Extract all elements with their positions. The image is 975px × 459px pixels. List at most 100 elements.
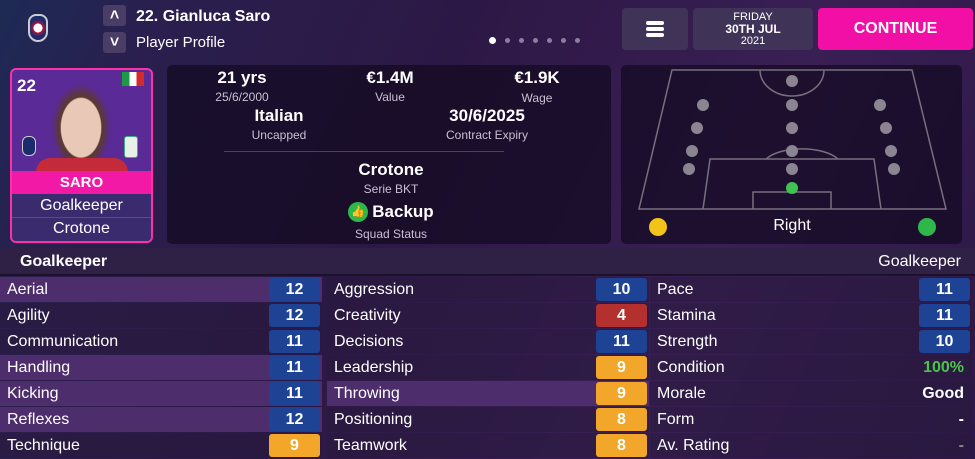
player-info-panel: 21 yrs 25/6/2000 €1.4M Value €1.9K Wage … — [167, 65, 611, 244]
position-dot — [786, 145, 798, 157]
attribute-name: Positioning — [334, 410, 413, 428]
divider — [224, 151, 504, 152]
six-yard-box — [752, 191, 832, 209]
page-dot[interactable] — [519, 38, 524, 43]
attribute-name: Kicking — [7, 384, 59, 402]
attribute-name: Stamina — [657, 306, 716, 324]
league-name: Serie BKT — [363, 182, 419, 196]
attribute-value: 4 — [596, 304, 647, 327]
wage: €1.9K — [514, 68, 560, 87]
italy-flag-icon — [122, 72, 144, 86]
attribute-row[interactable]: Morale Good — [650, 381, 972, 406]
attribute-value: - — [958, 436, 964, 454]
contract-expiry: 30/6/2025 — [449, 106, 525, 125]
attribute-row[interactable]: Form - — [650, 407, 972, 432]
attribute-row[interactable]: Kicking 11 — [0, 381, 322, 406]
position-dot — [786, 163, 798, 175]
attribute-name: Throwing — [334, 384, 400, 402]
penalty-area — [702, 158, 882, 210]
attribute-row[interactable]: Agility 12 — [0, 303, 322, 328]
player-position: Goalkeeper — [12, 194, 151, 218]
attribute-value: 9 — [269, 434, 320, 457]
attribute-row[interactable]: Av. Rating - — [650, 433, 972, 458]
previous-player-button[interactable]: ˄ — [103, 5, 126, 26]
page-dot[interactable] — [561, 38, 566, 43]
date-display[interactable]: FRIDAY 30TH JUL 2021 — [693, 8, 813, 50]
attribute-row[interactable]: Throwing 9 — [327, 381, 649, 406]
page-dot[interactable] — [575, 38, 580, 43]
page-dot[interactable] — [505, 38, 510, 43]
attribute-row[interactable]: Aggression 10 — [327, 277, 649, 302]
right-foot-icon — [918, 218, 936, 236]
attribute-name: Strength — [657, 332, 718, 350]
attribute-name: Technique — [7, 436, 80, 454]
attribute-row[interactable]: Aerial 12 — [0, 277, 322, 302]
attribute-row[interactable]: Condition 100% — [650, 355, 972, 380]
attribute-value: 9 — [596, 356, 647, 379]
attribute-value: 10 — [919, 330, 970, 353]
attribute-value: 11 — [269, 382, 320, 405]
position-dot — [683, 163, 695, 175]
attribute-name: Leadership — [334, 358, 414, 376]
league-badge-icon — [124, 136, 138, 158]
squad-status-label: Squad Status — [354, 227, 428, 241]
squad-status: 👍 Backup — [327, 202, 455, 222]
club-name: Crotone — [358, 160, 424, 179]
attribute-row[interactable]: Leadership 9 — [327, 355, 649, 380]
page-indicator[interactable] — [489, 37, 580, 44]
date-of-birth: 25/6/2000 — [215, 90, 269, 104]
attribute-value: 8 — [596, 408, 647, 431]
squad-number: 22 — [17, 76, 36, 95]
position-dot — [691, 122, 703, 134]
attribute-name: Communication — [7, 332, 119, 350]
position-dot — [888, 163, 900, 175]
attribute-name: Av. Rating — [657, 436, 730, 454]
attribute-row[interactable]: Decisions 11 — [327, 329, 649, 354]
next-player-button[interactable]: ˅ — [103, 32, 126, 53]
attribute-row[interactable]: Handling 11 — [0, 355, 322, 380]
attribute-name: Pace — [657, 280, 694, 298]
position-dot-goalkeeper — [786, 182, 798, 194]
position-dot — [686, 145, 698, 157]
pitch-diagram — [638, 69, 947, 236]
attribute-name: Condition — [657, 358, 725, 376]
continue-button[interactable]: CONTINUE — [818, 8, 973, 50]
position-dot — [786, 75, 798, 87]
attribute-row[interactable]: Stamina 11 — [650, 303, 972, 328]
attribute-value: 10 — [596, 278, 647, 301]
attribute-value: 11 — [269, 330, 320, 353]
attribute-row[interactable]: Creativity 4 — [327, 303, 649, 328]
role-title[interactable]: Goalkeeper — [878, 253, 961, 270]
page-dot[interactable] — [547, 38, 552, 43]
attribute-row[interactable]: Strength 10 — [650, 329, 972, 354]
attribute-row[interactable]: Communication 11 — [0, 329, 322, 354]
date-day: FRIDAY — [733, 11, 773, 23]
player-title: 22. Gianluca Saro — [136, 8, 271, 25]
attribute-value: 11 — [919, 304, 970, 327]
attribute-name: Aggression — [334, 280, 415, 298]
page-dot[interactable] — [489, 37, 496, 44]
attribute-row[interactable]: Teamwork 8 — [327, 433, 649, 458]
attribute-value: 100% — [923, 358, 964, 376]
attribute-value: 11 — [269, 356, 320, 379]
date-date: 30TH JUL — [725, 22, 781, 36]
pitch-outline — [638, 69, 947, 210]
thumbs-up-icon: 👍 — [348, 202, 369, 222]
wage-label: Wage — [521, 91, 553, 105]
attribute-row[interactable]: Reflexes 12 — [0, 407, 322, 432]
positions-pitch: Right — [621, 65, 962, 244]
position-dot — [786, 99, 798, 111]
attribute-name: Creativity — [334, 306, 401, 324]
menu-button[interactable] — [622, 8, 688, 50]
value-label: Value — [375, 90, 405, 104]
attribute-value: 9 — [596, 382, 647, 405]
page-dot[interactable] — [533, 38, 538, 43]
attribute-name: Morale — [657, 384, 706, 402]
penalty-arc — [765, 148, 839, 160]
attribute-row[interactable]: Technique 9 — [0, 433, 322, 458]
left-foot-icon — [649, 218, 667, 236]
page-subtitle: Player Profile — [136, 34, 226, 51]
nationality: Italian — [254, 106, 304, 125]
attribute-row[interactable]: Positioning 8 — [327, 407, 649, 432]
attribute-row[interactable]: Pace 11 — [650, 277, 972, 302]
